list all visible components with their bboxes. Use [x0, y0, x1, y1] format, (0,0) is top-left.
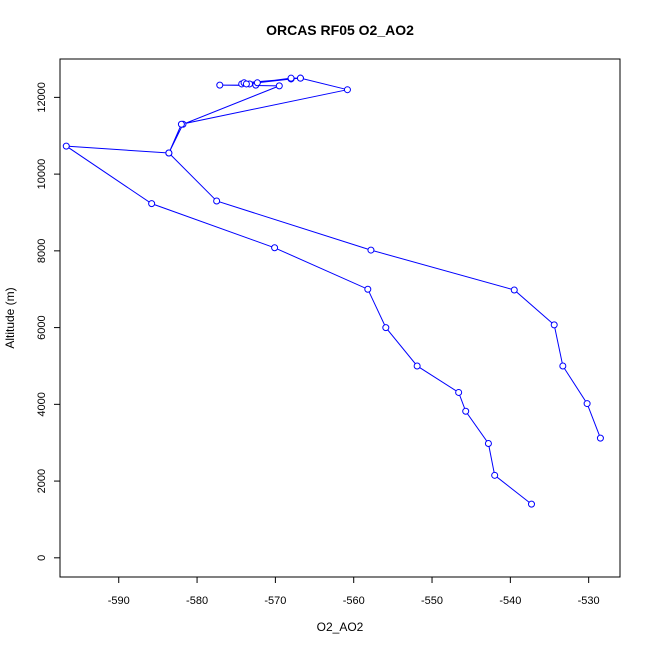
data-series: [62, 74, 604, 508]
data-point: [62, 142, 70, 150]
x-axis: -590 -580 -570 -560 -550 -540 -530: [108, 576, 600, 607]
data-point: [253, 79, 261, 87]
x-tick-label: -540: [499, 595, 521, 607]
data-point: [559, 362, 567, 370]
data-point: [413, 362, 421, 370]
data-point: [165, 149, 173, 157]
data-point: [462, 407, 470, 415]
x-axis-label: O2_AO2: [317, 620, 364, 634]
y-axis: 0 2000 4000 6000 8000 10000 12000: [36, 82, 61, 561]
data-point: [527, 500, 535, 508]
y-tick-label: 10000: [36, 159, 48, 190]
data-point: [382, 324, 390, 332]
y-tick-label: 2000: [36, 469, 48, 493]
data-point: [242, 80, 250, 88]
data-point: [213, 197, 221, 205]
data-point: [455, 388, 463, 396]
data-point: [484, 439, 492, 447]
y-tick-label: 0: [36, 555, 48, 561]
x-tick-label: -550: [421, 595, 443, 607]
data-point: [271, 244, 279, 252]
chart-title: ORCAS RF05 O2_AO2: [266, 22, 414, 38]
data-point: [550, 321, 558, 329]
y-axis-label: Altitude (m): [3, 287, 17, 348]
data-point: [364, 285, 372, 293]
x-tick-label: -580: [186, 595, 208, 607]
y-tick-label: 4000: [36, 392, 48, 416]
x-tick-label: -560: [343, 595, 365, 607]
data-point: [596, 434, 604, 442]
x-tick-label: -590: [108, 595, 130, 607]
series-line: [64, 77, 601, 505]
y-tick-label: 6000: [36, 315, 48, 339]
data-point: [343, 86, 351, 94]
data-point: [275, 82, 283, 90]
data-point: [367, 246, 375, 254]
data-point: [296, 74, 304, 82]
plot-frame: [59, 58, 621, 578]
x-tick-label: -570: [264, 595, 286, 607]
y-tick-label: 12000: [36, 82, 48, 113]
x-tick-label: -530: [578, 595, 600, 607]
data-point: [177, 120, 185, 128]
data-point: [287, 74, 295, 82]
data-point: [583, 400, 591, 408]
data-point: [216, 81, 224, 89]
data-point: [510, 286, 518, 294]
data-point: [491, 471, 499, 479]
data-point: [148, 200, 156, 208]
y-tick-label: 8000: [36, 239, 48, 263]
